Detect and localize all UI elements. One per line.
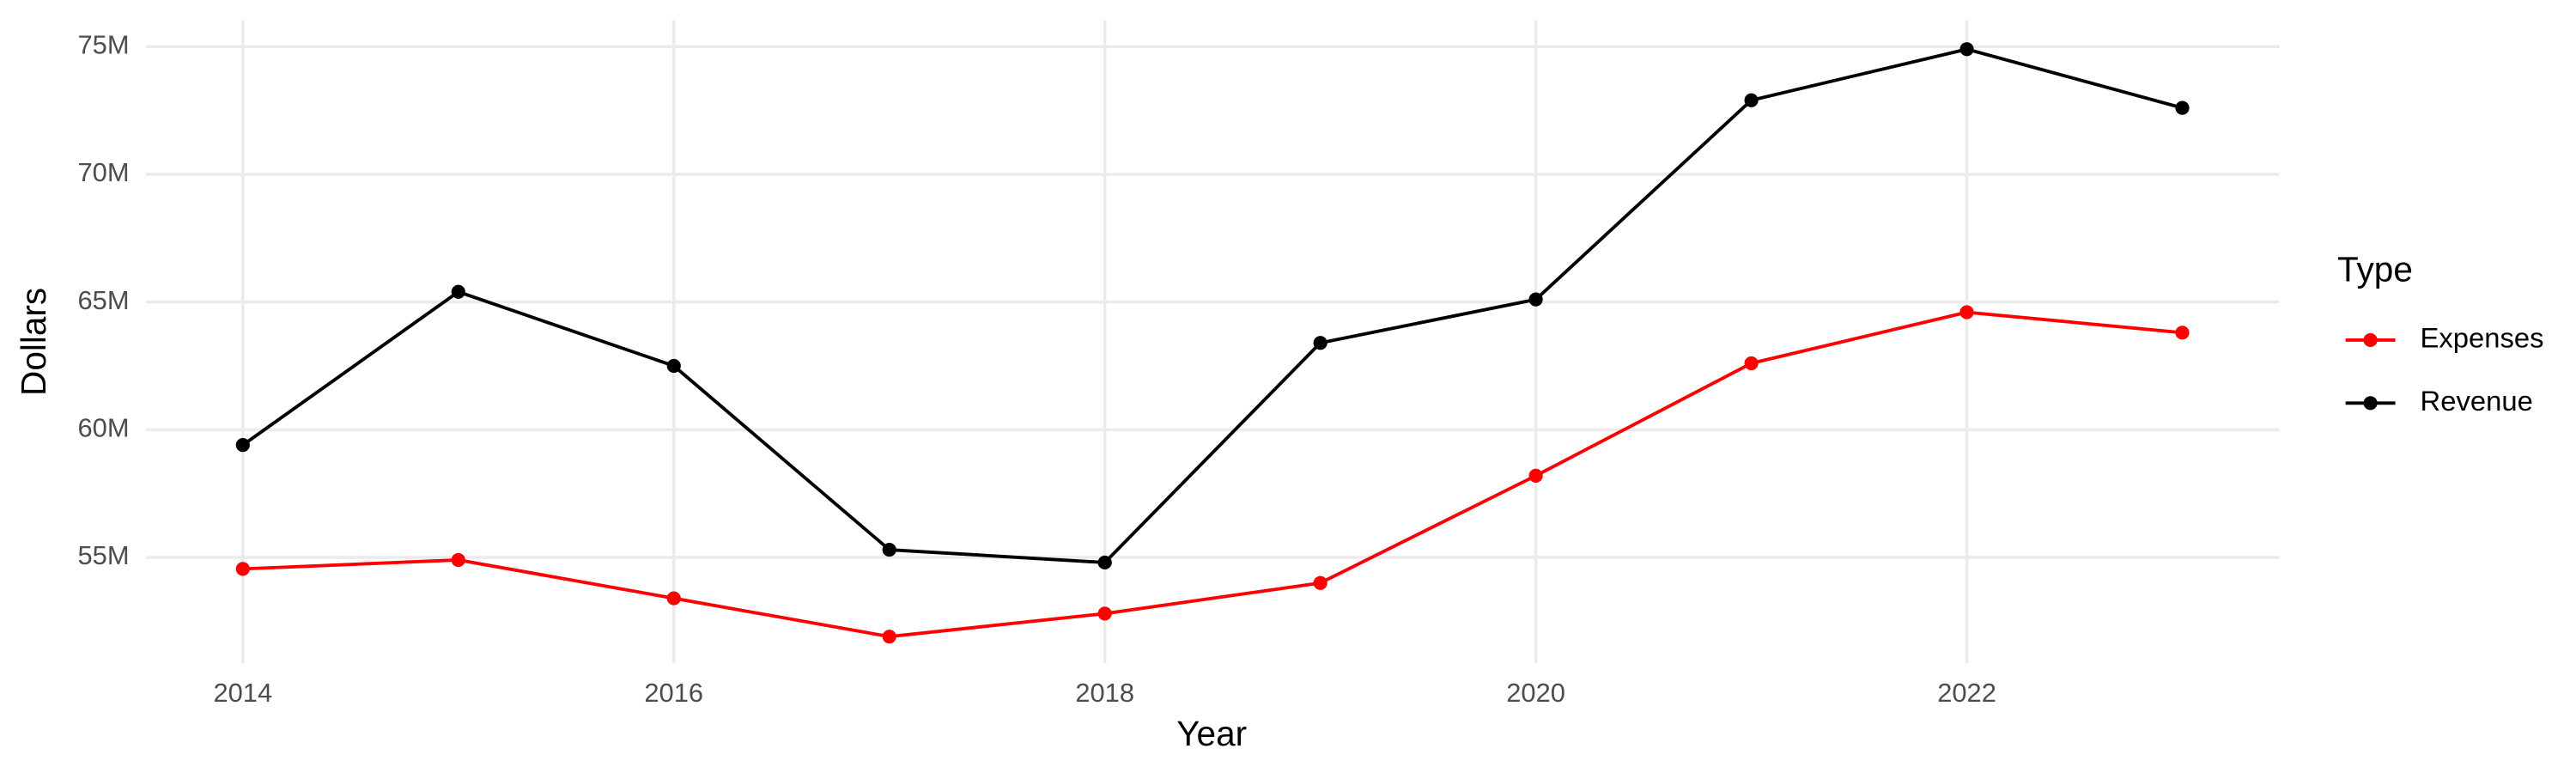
y-tick-label: 60M (78, 412, 130, 442)
data-point (1744, 93, 1759, 107)
data-point (2175, 100, 2190, 115)
data-point (235, 438, 250, 453)
legend-swatch-point (2363, 332, 2378, 348)
data-point (1528, 468, 1543, 483)
data-point (1313, 575, 1327, 590)
x-tick-label: 2014 (213, 678, 272, 708)
data-point (451, 552, 465, 568)
data-point (666, 591, 681, 606)
data-point (882, 630, 896, 644)
data-point (1744, 356, 1759, 371)
data-point (1959, 305, 1974, 320)
x-axis-title: Year (1176, 714, 1247, 753)
x-tick-label: 2016 (644, 678, 703, 708)
data-point (666, 358, 681, 374)
y-tick-label: 55M (78, 540, 130, 570)
data-point (1313, 336, 1327, 350)
data-point (1097, 555, 1112, 570)
legend-title: Type (2337, 249, 2413, 289)
data-point (882, 542, 896, 557)
data-point (451, 284, 465, 299)
series-line (241, 47, 2184, 564)
data-point (1959, 42, 1974, 57)
legend-label: Expenses (2421, 322, 2544, 354)
x-tick-label: 2018 (1075, 678, 1134, 708)
data-point (1097, 606, 1112, 621)
series-line (242, 310, 2183, 639)
y-tick-label: 75M (78, 29, 130, 59)
y-tick-label: 70M (78, 157, 130, 187)
y-axis-title: Dollars (14, 288, 53, 396)
data-point (235, 562, 250, 576)
x-tick-label: 2020 (1506, 678, 1565, 708)
legend-swatch-point (2363, 396, 2378, 411)
data-point (2175, 326, 2190, 340)
legend-label: Revenue (2421, 385, 2533, 417)
x-tick-label: 2022 (1937, 678, 1996, 708)
y-tick-label: 65M (78, 285, 130, 315)
data-point (1528, 292, 1543, 307)
